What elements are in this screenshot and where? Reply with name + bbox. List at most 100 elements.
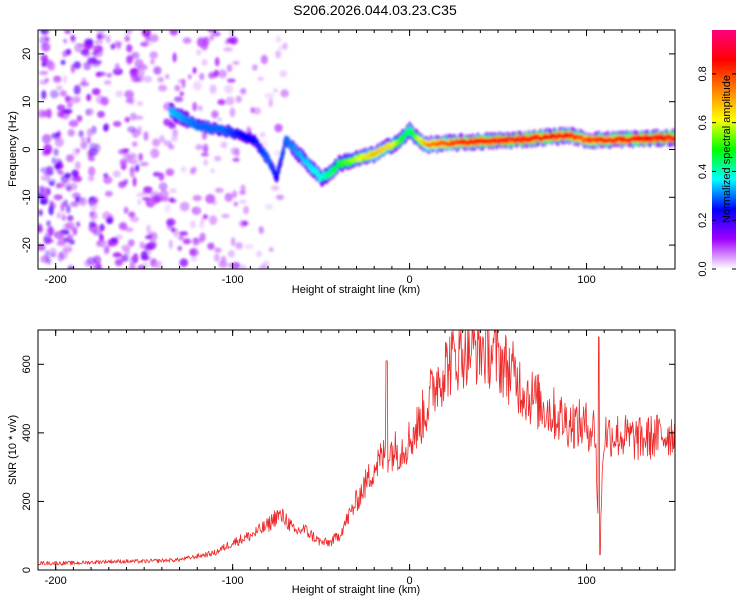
spectrogram-speckle [100, 96, 109, 106]
spectrogram-speckle [203, 159, 209, 166]
spectrogram-speckle [128, 159, 139, 164]
spectrogram-speckle [47, 178, 56, 185]
spectrogram-speckle [112, 252, 122, 258]
spectrogram-speckle [124, 35, 130, 42]
spectrogram-speckle [50, 89, 59, 99]
spectrogram-speckle [46, 59, 54, 69]
spectrogram-ridge-cell [278, 164, 282, 168]
spectrogram-speckle [213, 70, 219, 78]
spectrogram-speckle [260, 139, 268, 147]
spectrogram-speckle [120, 254, 129, 262]
spectrogram-speckle [179, 91, 184, 96]
y-tick-label: 10 [21, 96, 33, 108]
spectrogram-ridge-cell [549, 133, 553, 137]
spectrogram-speckle [53, 148, 59, 157]
spectrogram-speckle [38, 209, 43, 217]
spectrogram-speckle [178, 231, 189, 236]
spectrogram-speckle [235, 95, 242, 103]
spectrogram-speckle [86, 93, 92, 102]
spectrogram-speckle [87, 175, 95, 182]
spectrogram-speckle [103, 245, 110, 255]
spectrogram-speckle [67, 215, 74, 222]
spectrogram-speckle [99, 223, 105, 232]
spectrogram-speckle [223, 47, 233, 52]
spectrogram-speckle [44, 249, 51, 259]
spectrogram-ridge-cell [283, 142, 287, 147]
spectrogram-speckle [62, 108, 73, 114]
spectrogram-speckle [217, 99, 226, 106]
spectrogram-speckle [201, 42, 208, 51]
spectrogram-speckle [124, 90, 134, 99]
spectrogram-speckle [152, 138, 161, 147]
spectrogram-ridge-cell [397, 140, 401, 145]
spectrogram-speckle [268, 247, 274, 252]
spectrogram-speckle [208, 72, 216, 79]
spectrogram-speckle [129, 168, 135, 178]
spectrogram-ridge-cell [550, 136, 554, 140]
spectrogram-speckle [279, 70, 288, 78]
spectrogram-speckle [114, 63, 120, 71]
spectrogram-speckle [112, 121, 122, 127]
spectrogram-speckle [93, 255, 102, 265]
spectrogram-speckle [210, 168, 216, 174]
spectrogram-speckle [78, 197, 88, 207]
spectrogram-speckle [119, 158, 127, 166]
spectrogram-speckle [199, 72, 205, 81]
spectrogram-speckle [63, 237, 70, 243]
spectrogram-ridge-cell [280, 152, 284, 157]
colorbar-gradient [712, 30, 736, 269]
spectrogram-speckle [150, 58, 155, 65]
x-tick-label: -100 [222, 274, 244, 286]
spectrogram-speckle [130, 255, 137, 261]
spectrogram-speckle [71, 169, 78, 177]
spectrogram-speckle [260, 54, 268, 65]
spectrogram-speckle [89, 210, 98, 221]
spectrogram-ridge-cell [646, 137, 650, 142]
spectrogram-speckle [76, 221, 81, 228]
colorbar-label: Normalized spectral amplitude [721, 75, 733, 223]
spectrogram-speckle [57, 170, 64, 175]
spectrogram-speckle [180, 165, 187, 173]
spectrogram-ridge-cell [354, 155, 359, 160]
spectrogram-speckle [240, 87, 247, 95]
spectrogram-ridge-cell [340, 162, 344, 167]
spectrogram-speckle [190, 256, 198, 262]
spectrogram-speckle [132, 176, 137, 187]
spectrogram-speckle [56, 211, 61, 219]
spectrogram-speckle [259, 264, 267, 269]
spectrogram-speckle [100, 242, 106, 249]
spectrogram-speckle [168, 122, 177, 129]
x-tick-label: 0 [407, 575, 413, 587]
spectrogram-ridge-cell [293, 146, 297, 151]
spectrogram-speckle [163, 118, 170, 126]
colorbar-tick-label: 0.6 [697, 115, 709, 130]
spectrogram-speckle [43, 144, 53, 154]
spectrogram-ridge-cell [659, 137, 663, 142]
spectrogram-speckle [153, 66, 162, 75]
spectrogram-speckle [252, 64, 258, 71]
spectrogram-speckle [211, 110, 219, 119]
spectrogram-speckle [258, 226, 264, 235]
spectrogram-ridge-cell [497, 140, 501, 145]
spectrogram-speckle [155, 193, 163, 203]
spectrogram-speckle [125, 98, 133, 104]
spectrogram-speckle [168, 144, 175, 150]
y-tick-label: 200 [21, 492, 33, 510]
spectrogram-speckle [118, 222, 128, 231]
spectrogram-ridge-cell [587, 136, 592, 141]
spectrogram-speckle [169, 188, 177, 194]
spectrogram-speckle [113, 40, 122, 47]
spectrogram-speckle [238, 199, 247, 204]
spectrogram-speckle [88, 156, 96, 162]
spectrogram-speckle [271, 185, 280, 192]
spectrogram-speckle [105, 35, 111, 44]
spectrogram-ridge-cell [175, 111, 179, 116]
spectrogram-speckle [209, 33, 215, 41]
spectrogram-speckle [60, 174, 70, 184]
spectrogram-speckle [112, 67, 123, 76]
spectrogram-speckle [131, 141, 138, 147]
spectrogram-speckle [256, 251, 263, 258]
spectrogram-ridge-cell [399, 138, 403, 143]
spectrogram-speckle [135, 115, 144, 120]
spectrogram-speckle [51, 132, 60, 140]
